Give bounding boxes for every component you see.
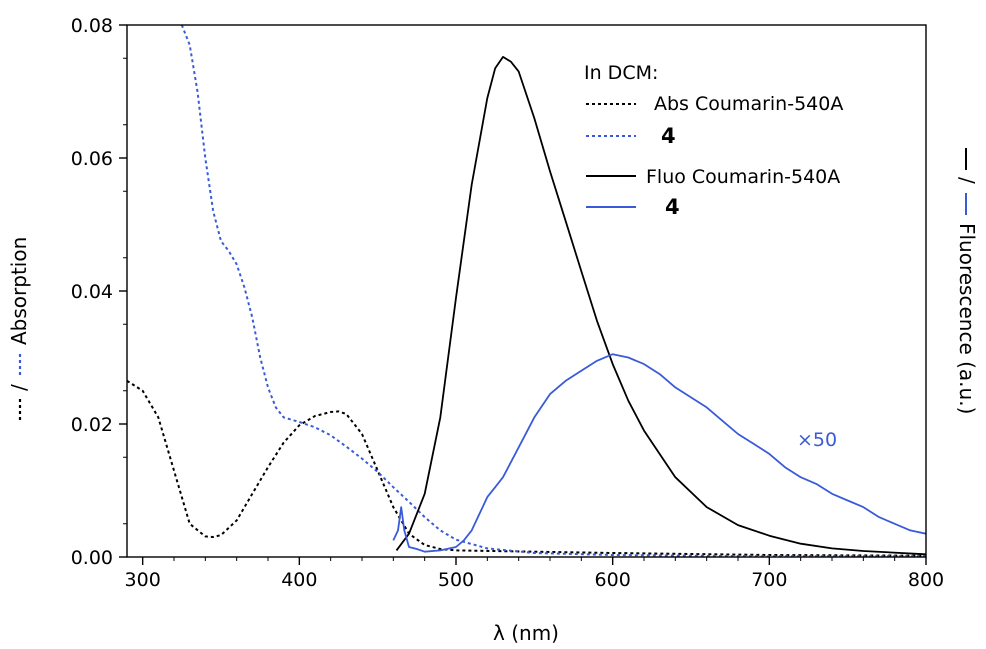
- x-tick-label-400: 400: [281, 569, 317, 591]
- y-tick-label-0.02: 0.02: [71, 414, 113, 436]
- y-title-slash: /: [7, 384, 31, 391]
- x-tick-label-300: 300: [125, 569, 161, 591]
- series-line-0-abs-coumarin-540a: [127, 379, 926, 557]
- y2-axis-title-text: Fluorescence (a.u.): [955, 223, 979, 414]
- x-tick-label-700: 700: [751, 569, 787, 591]
- y-axis-title-text: Absorption: [7, 237, 31, 345]
- scale-annotation: ×50: [797, 429, 837, 451]
- series-line-1-4: [180, 25, 926, 557]
- y2-title-slash: /: [955, 177, 979, 184]
- axes: 300 400 500 600 700 800 0.00 0.02 0.04 0.06 0.08: [71, 15, 944, 591]
- y-axis-title-right: / Fluorescence (a.u.): [955, 148, 979, 414]
- y-axis-title-left: / Absorption: [7, 237, 31, 420]
- y-tick-label-0.06: 0.06: [71, 148, 113, 170]
- y-tick-label-0.00: 0.00: [71, 547, 113, 569]
- legend-label-abs-coumarin: Abs Coumarin-540A: [654, 93, 843, 115]
- x-tick-label-500: 500: [438, 569, 474, 591]
- x-tick-label-800: 800: [908, 569, 944, 591]
- y-tick-label-0.08: 0.08: [71, 15, 113, 37]
- legend-label-abs-4: 4: [661, 124, 676, 148]
- legend-label-fluo-coumarin: Fluo Coumarin-540A: [646, 166, 840, 188]
- y-tick-label-0.04: 0.04: [71, 281, 113, 303]
- legend: In DCM: Abs Coumarin-540A 4 Fluo Coumari…: [584, 62, 843, 219]
- x-axis-title: λ (nm): [493, 621, 559, 645]
- plot-area: [127, 25, 926, 557]
- legend-label-fluo-4: 4: [665, 195, 680, 219]
- series-line-2-fluo-coumarin-540a: [395, 56, 926, 556]
- series-line-3-4: [392, 353, 926, 553]
- legend-title: In DCM:: [584, 62, 658, 84]
- x-tick-label-600: 600: [595, 569, 631, 591]
